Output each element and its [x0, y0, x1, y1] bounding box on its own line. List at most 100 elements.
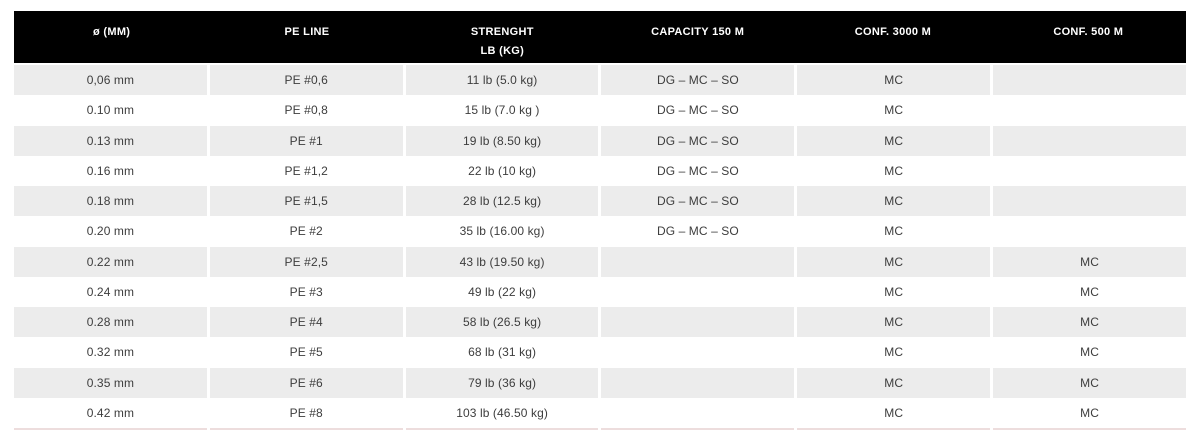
- table-row: 0.10 mm PE #0,8 15 lb (7.0 kg ) DG – MC – S…: [14, 95, 1186, 126]
- cell-conf-3000m: MC: [797, 65, 991, 96]
- cell-capacity-150m: [601, 246, 795, 277]
- cell-conf-3000m: MC: [797, 367, 991, 398]
- table-row: 0.35 mm PE #6 79 lb (36 kg) MC MC: [14, 367, 1186, 398]
- table-row: 0.18 mm PE #1,5 28 lb (12.5 kg) DG – MC – S…: [14, 186, 1186, 217]
- cell-diameter: 0.28 mm: [14, 307, 207, 338]
- cell-diameter: 0.24 mm: [14, 276, 207, 307]
- bottom-border-segment: [601, 428, 795, 430]
- cell-capacity-150m: [601, 276, 795, 307]
- cell-capacity-150m: DG – MC – SO: [601, 216, 795, 247]
- cell-diameter: 0.42 mm: [14, 397, 207, 428]
- cell-capacity-150m: DG – MC – SO: [601, 95, 795, 126]
- table-body: 0,06 mm PE #0,6 11 lb (5.0 kg) DG – MC – SO…: [14, 65, 1186, 428]
- cell-pe-line: PE #5: [209, 337, 403, 368]
- cell-diameter: 0.16 mm: [14, 155, 207, 186]
- column-header-pe-line: PE LINE: [209, 11, 404, 63]
- table-header-row: ø (MM) PE LINE STRENGHT LB (KG) CAPACITY 150…: [14, 11, 1186, 63]
- cell-conf-500m: MC: [993, 246, 1186, 277]
- cell-pe-line: PE #6: [209, 367, 403, 398]
- cell-conf-500m: [993, 216, 1186, 247]
- cell-strength: 19 lb (8.50 kg): [405, 125, 599, 156]
- table-row: 0.20 mm PE #2 35 lb (16.00 kg) DG – MC – SO…: [14, 216, 1186, 247]
- cell-conf-500m: [993, 95, 1186, 126]
- column-header-line: LB (KG): [480, 45, 525, 57]
- cell-diameter: 0.18 mm: [14, 186, 207, 217]
- cell-pe-line: PE #4: [209, 307, 403, 338]
- cell-conf-3000m: MC: [797, 276, 991, 307]
- cell-capacity-150m: [601, 397, 795, 428]
- cell-pe-line: PE #1: [209, 125, 403, 156]
- column-header-strength: STRENGHT LB (KG): [405, 11, 600, 63]
- cell-capacity-150m: DG – MC – SO: [601, 125, 795, 156]
- cell-capacity-150m: DG – MC – SO: [601, 186, 795, 217]
- column-header-capacity-150m: CAPACITY 150 M: [600, 11, 795, 63]
- cell-diameter: 0.32 mm: [14, 337, 207, 368]
- column-header-line: PE LINE: [284, 26, 330, 38]
- table-row: 0.42 mm PE #8 103 lb (46.50 kg) MC MC: [14, 397, 1186, 428]
- column-header-line: CAPACITY 150 M: [651, 26, 745, 38]
- table-row: 0.16 mm PE #1,2 22 lb (10 kg) DG – MC – SO M…: [14, 155, 1186, 186]
- cell-conf-3000m: MC: [797, 216, 991, 247]
- cell-conf-3000m: MC: [797, 95, 991, 126]
- cell-conf-500m: MC: [993, 367, 1186, 398]
- table-row: 0.24 mm PE #3 49 lb (22 kg) MC MC: [14, 276, 1186, 307]
- cell-conf-500m: [993, 155, 1186, 186]
- cell-strength: 68 lb (31 kg): [405, 337, 599, 368]
- table-row: 0.32 mm PE #5 68 lb (31 kg) MC MC: [14, 337, 1186, 368]
- cell-conf-500m: [993, 65, 1186, 96]
- cell-conf-500m: MC: [993, 397, 1186, 428]
- column-header-line: CONF. 500 M: [1053, 26, 1124, 38]
- cell-pe-line: PE #2: [209, 216, 403, 247]
- cell-capacity-150m: DG – MC – SO: [601, 65, 795, 96]
- cell-strength: 15 lb (7.0 kg ): [405, 95, 599, 126]
- cell-capacity-150m: [601, 367, 795, 398]
- cell-conf-500m: MC: [993, 337, 1186, 368]
- cell-strength: 11 lb (5.0 kg): [405, 65, 599, 96]
- cell-conf-3000m: MC: [797, 186, 991, 217]
- cell-diameter: 0.22 mm: [14, 246, 207, 277]
- cell-pe-line: PE #1,2: [209, 155, 403, 186]
- cell-conf-3000m: MC: [797, 397, 991, 428]
- cell-diameter: 0.20 mm: [14, 216, 207, 247]
- bottom-border-segment: [797, 428, 991, 430]
- cell-diameter: 0.35 mm: [14, 367, 207, 398]
- table-row: 0.28 mm PE #4 58 lb (26.5 kg) MC MC: [14, 307, 1186, 338]
- bottom-border-segment: [14, 428, 207, 430]
- cell-strength: 49 lb (22 kg): [405, 276, 599, 307]
- cell-strength: 28 lb (12.5 kg): [405, 186, 599, 217]
- cell-diameter: 0,06 mm: [14, 65, 207, 96]
- cell-strength: 58 lb (26.5 kg): [405, 307, 599, 338]
- bottom-border-segment: [209, 428, 403, 430]
- table-bottom-border: [14, 428, 1186, 430]
- column-header-line: STRENGHT: [470, 26, 534, 38]
- cell-capacity-150m: [601, 307, 795, 338]
- cell-diameter: 0.10 mm: [14, 95, 207, 126]
- cell-conf-3000m: MC: [797, 155, 991, 186]
- cell-pe-line: PE #0,8: [209, 95, 403, 126]
- cell-strength: 79 lb (36 kg): [405, 367, 599, 398]
- cell-conf-500m: MC: [993, 307, 1186, 338]
- cell-capacity-150m: DG – MC – SO: [601, 155, 795, 186]
- cell-diameter: 0.13 mm: [14, 125, 207, 156]
- table-row: 0.22 mm PE #2,5 43 lb (19.50 kg) MC MC: [14, 246, 1186, 277]
- cell-pe-line: PE #3: [209, 276, 403, 307]
- cell-conf-3000m: MC: [797, 125, 991, 156]
- cell-pe-line: PE #8: [209, 397, 403, 428]
- bottom-border-segment: [405, 428, 599, 430]
- column-header-line: ø (MM): [93, 26, 131, 38]
- cell-pe-line: PE #2,5: [209, 246, 403, 277]
- table-row: 0,06 mm PE #0,6 11 lb (5.0 kg) DG – MC – SO…: [14, 65, 1186, 96]
- line-spec-table: ø (MM) PE LINE STRENGHT LB (KG) CAPACITY 150…: [14, 11, 1186, 430]
- column-header-conf-3000m: CONF. 3000 M: [795, 11, 990, 63]
- cell-conf-500m: MC: [993, 276, 1186, 307]
- cell-strength: 103 lb (46.50 kg): [405, 397, 599, 428]
- cell-strength: 35 lb (16.00 kg): [405, 216, 599, 247]
- table-row: 0.13 mm PE #1 19 lb (8.50 kg) DG – MC – SO M…: [14, 125, 1186, 156]
- column-header-line: CONF. 3000 M: [854, 26, 932, 38]
- cell-conf-500m: [993, 186, 1186, 217]
- column-header-conf-500m: CONF. 500 M: [991, 11, 1186, 63]
- column-header-diameter: ø (MM): [14, 11, 209, 63]
- cell-pe-line: PE #1,5: [209, 186, 403, 217]
- cell-conf-3000m: MC: [797, 337, 991, 368]
